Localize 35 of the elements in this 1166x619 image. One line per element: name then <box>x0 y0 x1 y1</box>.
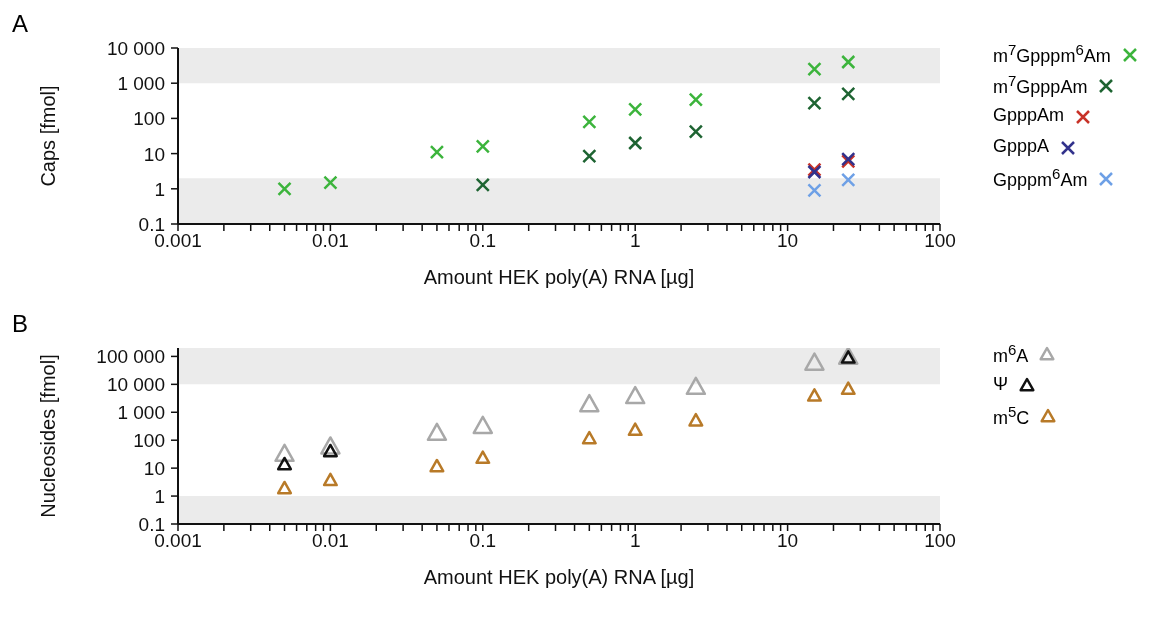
x-tick-label: 10 <box>777 230 799 251</box>
x-tick-label: 0.1 <box>469 530 497 551</box>
y-tick-label: 1 <box>154 486 165 508</box>
x-tick-label: 0.1 <box>469 230 497 251</box>
y-tick-label: 100 000 <box>96 346 165 368</box>
x-tick-label: 1 <box>629 230 641 251</box>
legend-label: m$^{6}$A <box>993 340 1029 367</box>
x-tick-label: 10 <box>777 530 799 551</box>
y-tick-label: 1 000 <box>117 73 165 95</box>
x-axis-title: Amount HEK poly(A) RNA [µg] <box>423 566 695 588</box>
x-axis-title: Amount HEK poly(A) RNA [µg] <box>423 266 695 288</box>
x-tick-label: 100 <box>924 230 956 251</box>
y-tick-label: 10 000 <box>106 38 165 59</box>
legend-label: m$^{5}$C <box>993 402 1030 429</box>
y-tick-label: 1 <box>154 178 165 200</box>
legend-label: GpppA <box>993 136 1050 157</box>
legend-label: m$^{7}$GpppAm <box>993 71 1088 98</box>
y-axis-title: Nucleosides [fmol] <box>37 354 60 518</box>
y-tick-label: 100 <box>133 430 165 452</box>
chart-title: B <box>12 310 29 338</box>
y-tick-label: 10 <box>143 458 165 480</box>
x-tick-label: 100 <box>924 530 956 551</box>
chart-title: A <box>12 10 29 38</box>
legend-label: GpppAm <box>993 105 1065 126</box>
y-tick-label: 10 <box>143 143 165 165</box>
y-tick-label: 100 <box>133 108 165 130</box>
y-axis-title: Caps [fmol] <box>37 85 60 187</box>
y-tick-label: 1 000 <box>117 402 165 424</box>
x-tick-label: 0.01 <box>311 530 349 551</box>
y-tick-label: 10 000 <box>106 374 165 396</box>
legend-label: Ψ <box>993 374 1009 395</box>
x-tick-label: 0.01 <box>311 230 349 251</box>
x-tick-label: 1 <box>629 530 641 551</box>
legend-label: m$^{7}$Gpppm$^{6}$Am <box>993 40 1111 67</box>
legend-label: Gpppm$^{6}$Am <box>993 164 1088 191</box>
